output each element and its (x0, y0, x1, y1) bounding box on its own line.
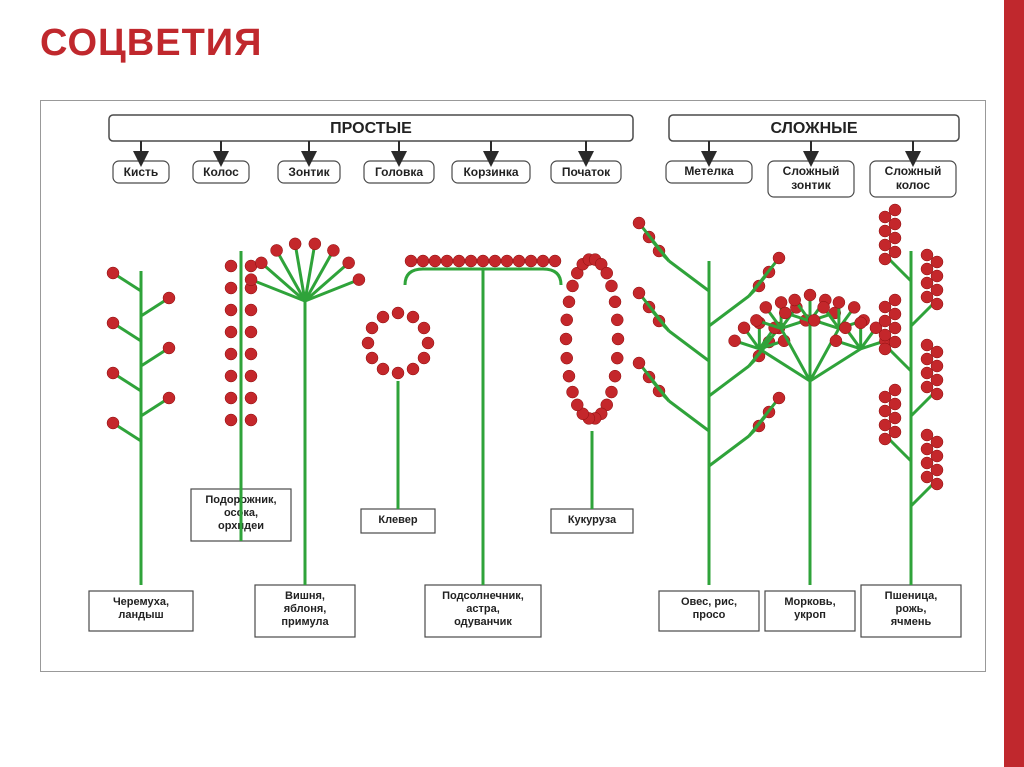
accent-bar (1004, 0, 1024, 767)
svg-text:Вишня,: Вишня, (285, 590, 325, 602)
svg-text:Сложный: Сложный (885, 164, 942, 178)
svg-text:астра,: астра, (466, 603, 500, 615)
svg-text:Початок: Початок (562, 165, 611, 179)
svg-text:ландыш: ландыш (118, 609, 163, 621)
svg-text:Кисть: Кисть (124, 165, 159, 179)
svg-text:одуванчик: одуванчик (454, 616, 512, 628)
svg-text:Сложный: Сложный (783, 164, 840, 178)
svg-text:Зонтик: Зонтик (288, 165, 330, 179)
svg-text:Овес, рис,: Овес, рис, (681, 596, 737, 608)
svg-text:Подсолнечник,: Подсолнечник, (442, 590, 524, 602)
svg-text:колос: колос (896, 178, 931, 192)
svg-text:примула: примула (281, 616, 329, 628)
svg-text:Метелка: Метелка (684, 164, 734, 178)
diagram-svg: ПРОСТЫЕ СЛОЖНЫЕ Кисть Колос Зонтик Головка Кор… (41, 101, 985, 671)
svg-text:Головка: Головка (375, 165, 423, 179)
svg-text:СЛОЖНЫЕ: СЛОЖНЫЕ (771, 120, 858, 137)
svg-text:Корзинка: Корзинка (463, 165, 518, 179)
svg-text:Морковь,: Морковь, (784, 596, 835, 608)
diagram-figure: ПРОСТЫЕ СЛОЖНЫЕ Кисть Колос Зонтик Головка Кор… (40, 100, 986, 672)
svg-text:просо: просо (693, 609, 726, 621)
slide: СОЦВЕТИЯ ПРОСТЫЕ СЛОЖНЫЕ Кисть Колос Зонтик Г… (0, 0, 1024, 767)
svg-text:Колос: Колос (203, 165, 239, 179)
svg-text:Пшеница,: Пшеница, (885, 590, 938, 602)
svg-text:Кукуруза: Кукуруза (568, 514, 617, 526)
svg-text:ПРОСТЫЕ: ПРОСТЫЕ (330, 120, 412, 137)
slide-title: СОЦВЕТИЯ (40, 22, 262, 65)
svg-text:укроп: укроп (794, 609, 826, 621)
svg-text:Черемуха,: Черемуха, (113, 596, 169, 608)
svg-text:Клевер: Клевер (378, 514, 417, 526)
svg-text:зонтик: зонтик (791, 178, 831, 192)
svg-text:яблоня,: яблоня, (284, 603, 327, 615)
svg-text:ячмень: ячмень (891, 616, 932, 628)
svg-text:рожь,: рожь, (896, 603, 927, 615)
